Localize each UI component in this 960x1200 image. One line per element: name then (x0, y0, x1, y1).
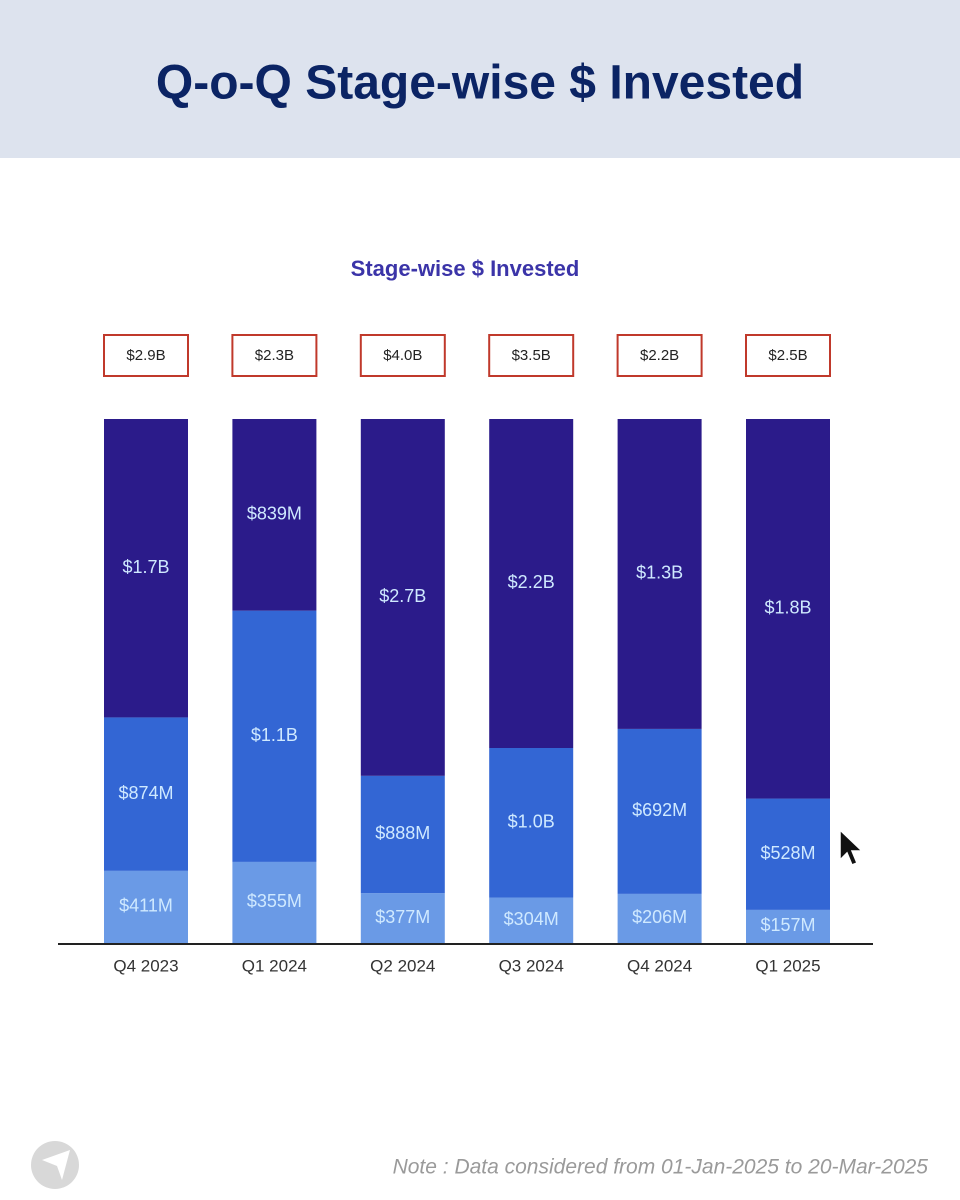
value-label: $1.7B (122, 557, 169, 577)
x-tick-label: Q4 2023 (113, 956, 178, 975)
total-label: $2.2B (640, 347, 679, 364)
bar-segment (360, 775, 445, 894)
bar-segment (360, 893, 445, 943)
cursor (839, 828, 864, 866)
bar-segment (617, 893, 702, 943)
value-label: $377M (375, 907, 430, 927)
total-box (488, 334, 575, 377)
value-label: $304M (504, 909, 559, 929)
bar-segment (489, 897, 574, 943)
bar-segment (746, 909, 830, 943)
x-tick-label: Q1 2025 (755, 956, 820, 975)
total-label: $3.5B (512, 347, 551, 364)
value-label: $2.7B (379, 586, 426, 606)
bar-segment (617, 728, 702, 894)
x-tick-label: Q3 2024 (499, 956, 564, 975)
bar-segment (104, 870, 188, 943)
bar-segment (232, 861, 317, 943)
total-box (359, 334, 446, 377)
x-tick-label: Q2 2024 (370, 956, 435, 975)
value-label: $157M (760, 915, 815, 935)
total-box (103, 334, 189, 377)
total-label: $2.3B (255, 347, 294, 364)
total-box (616, 334, 703, 377)
x-tick-label: Q1 2024 (242, 956, 307, 975)
bar-segment (360, 419, 445, 776)
logo-mark (42, 1150, 70, 1180)
value-label: $528M (760, 843, 815, 863)
value-label: $1.8B (764, 598, 811, 618)
bar-segment (746, 419, 830, 799)
value-label: $1.1B (251, 725, 298, 745)
bar-segment (489, 419, 574, 748)
bar-segment (104, 419, 188, 718)
page-title: Q-o-Q Stage-wise $ Invested (156, 57, 804, 110)
bar-segment (617, 419, 702, 729)
note: Note : Data considered from 01-Jan-2025 … (393, 1156, 929, 1179)
value-label: $206M (632, 907, 687, 927)
total-label: $4.0B (383, 347, 422, 364)
value-label: $1.0B (508, 812, 555, 832)
value-label: $2.2B (508, 572, 555, 592)
total-label: $2.5B (768, 347, 807, 364)
bar-segment (232, 610, 317, 862)
value-label: $874M (118, 783, 173, 803)
value-label: $411M (119, 896, 173, 916)
value-label: $1.3B (636, 563, 683, 583)
total-label: $2.9B (126, 347, 165, 364)
header-band (0, 0, 960, 158)
total-box (745, 334, 831, 377)
value-label: $692M (632, 800, 687, 820)
value-label: $839M (247, 504, 302, 524)
bar-segment (232, 419, 317, 611)
total-box (231, 334, 318, 377)
value-label: $355M (247, 891, 302, 911)
x-tick-label: Q4 2024 (627, 956, 692, 975)
bar-segment (746, 798, 830, 910)
bar-segment (489, 747, 574, 898)
chart-title: Stage-wise $ Invested (351, 256, 580, 281)
bar-segment (104, 717, 188, 871)
value-label: $888M (375, 823, 430, 843)
